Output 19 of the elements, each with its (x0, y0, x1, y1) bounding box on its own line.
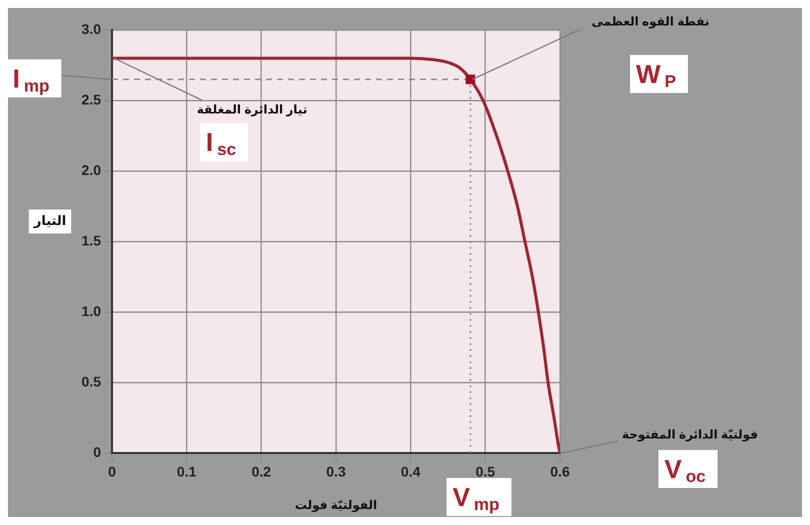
x-tick-label: 0.2 (252, 463, 272, 480)
y-axis-title: التيار (32, 213, 66, 230)
x-axis-title: الفولتيّة فولت (294, 498, 378, 512)
x-tick-label: 0 (108, 463, 116, 480)
x-tick-label: 0.3 (326, 463, 346, 480)
x-tick-label: 0.6 (550, 463, 570, 480)
y-tick-label: 1.0 (82, 302, 102, 319)
y-tick-label: 2.5 (82, 91, 102, 108)
annotation: تيار الدائرة المغلقة (196, 102, 308, 117)
y-tick-label: 2.0 (82, 162, 102, 178)
y-tick-label: 0 (93, 444, 102, 460)
annotation: فولتيّة الدائرة المفتوحة (622, 427, 758, 442)
y-tick-label: 3.0 (82, 20, 102, 37)
x-tick-label: 0.5 (476, 463, 496, 480)
annotation: نقطة القوه العظمى (591, 14, 710, 29)
x-tick-label: 0.4 (400, 463, 421, 480)
y-tick-label: 0.5 (82, 373, 102, 390)
y-tick-label: 1.5 (82, 232, 102, 248)
x-tick-label: 0.1 (176, 463, 197, 480)
